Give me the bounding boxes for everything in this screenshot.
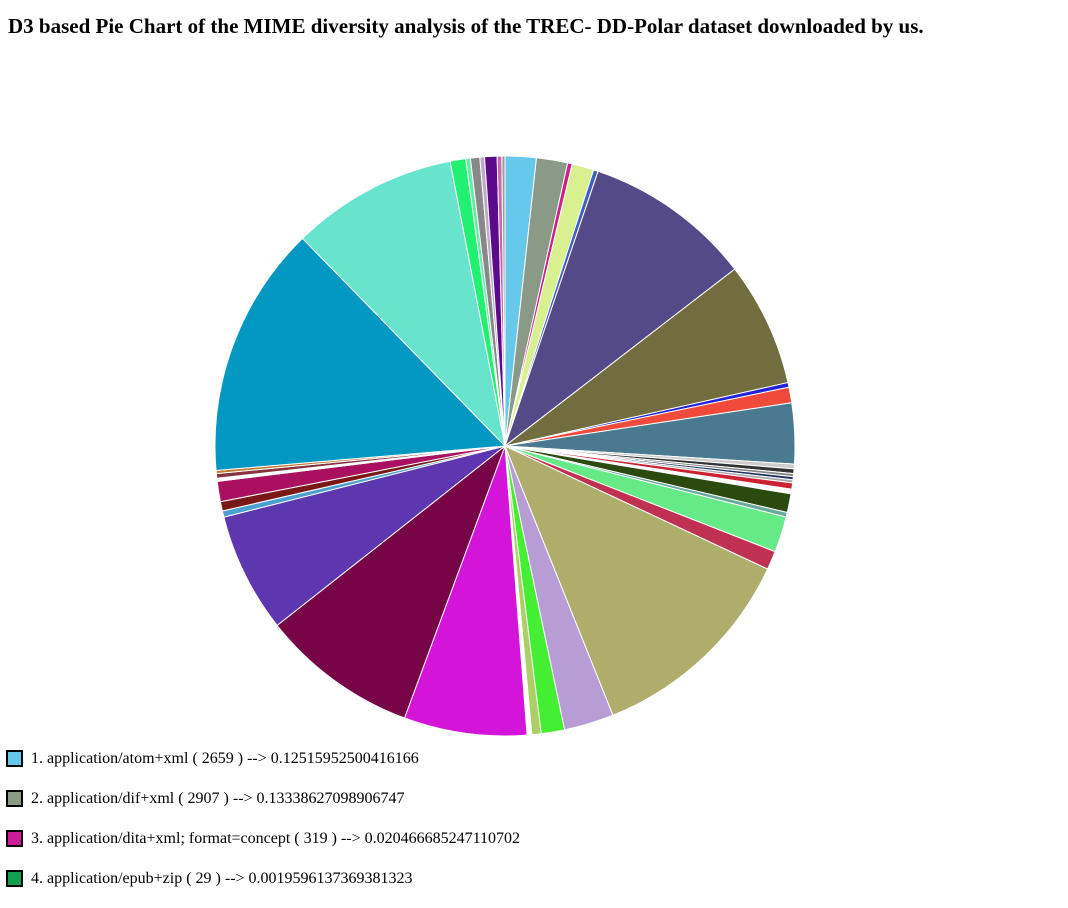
legend-label: 2. application/dif+xml ( 2907 ) --> 0.13… (31, 790, 405, 807)
legend-swatch (6, 750, 23, 767)
pie-slice-28 (276, 444, 507, 719)
page-title: D3 based Pie Chart of the MIME diversity… (8, 14, 924, 38)
pie-slice-27 (403, 445, 528, 737)
pie-slice-22 (504, 445, 769, 716)
legend-swatch (6, 830, 23, 847)
legend-swatch (6, 870, 23, 887)
pie-slice-36 (214, 237, 507, 471)
legend-label: 4. application/epub+zip ( 29 ) --> 0.001… (31, 870, 413, 887)
mime-pie-chart (214, 155, 796, 737)
legend-swatch (6, 790, 23, 807)
legend-label: 3. application/dita+xml; format=concept … (31, 830, 521, 847)
legend-label: 1. application/atom+xml ( 2659 ) --> 0.1… (31, 750, 419, 767)
pie-slice-29 (223, 445, 506, 627)
pie-slices (214, 155, 796, 737)
pie-slice-7 (504, 268, 789, 447)
pie-slice-6 (503, 170, 736, 448)
pie-slice-44 (501, 155, 506, 447)
pie-slice-37 (301, 160, 506, 448)
